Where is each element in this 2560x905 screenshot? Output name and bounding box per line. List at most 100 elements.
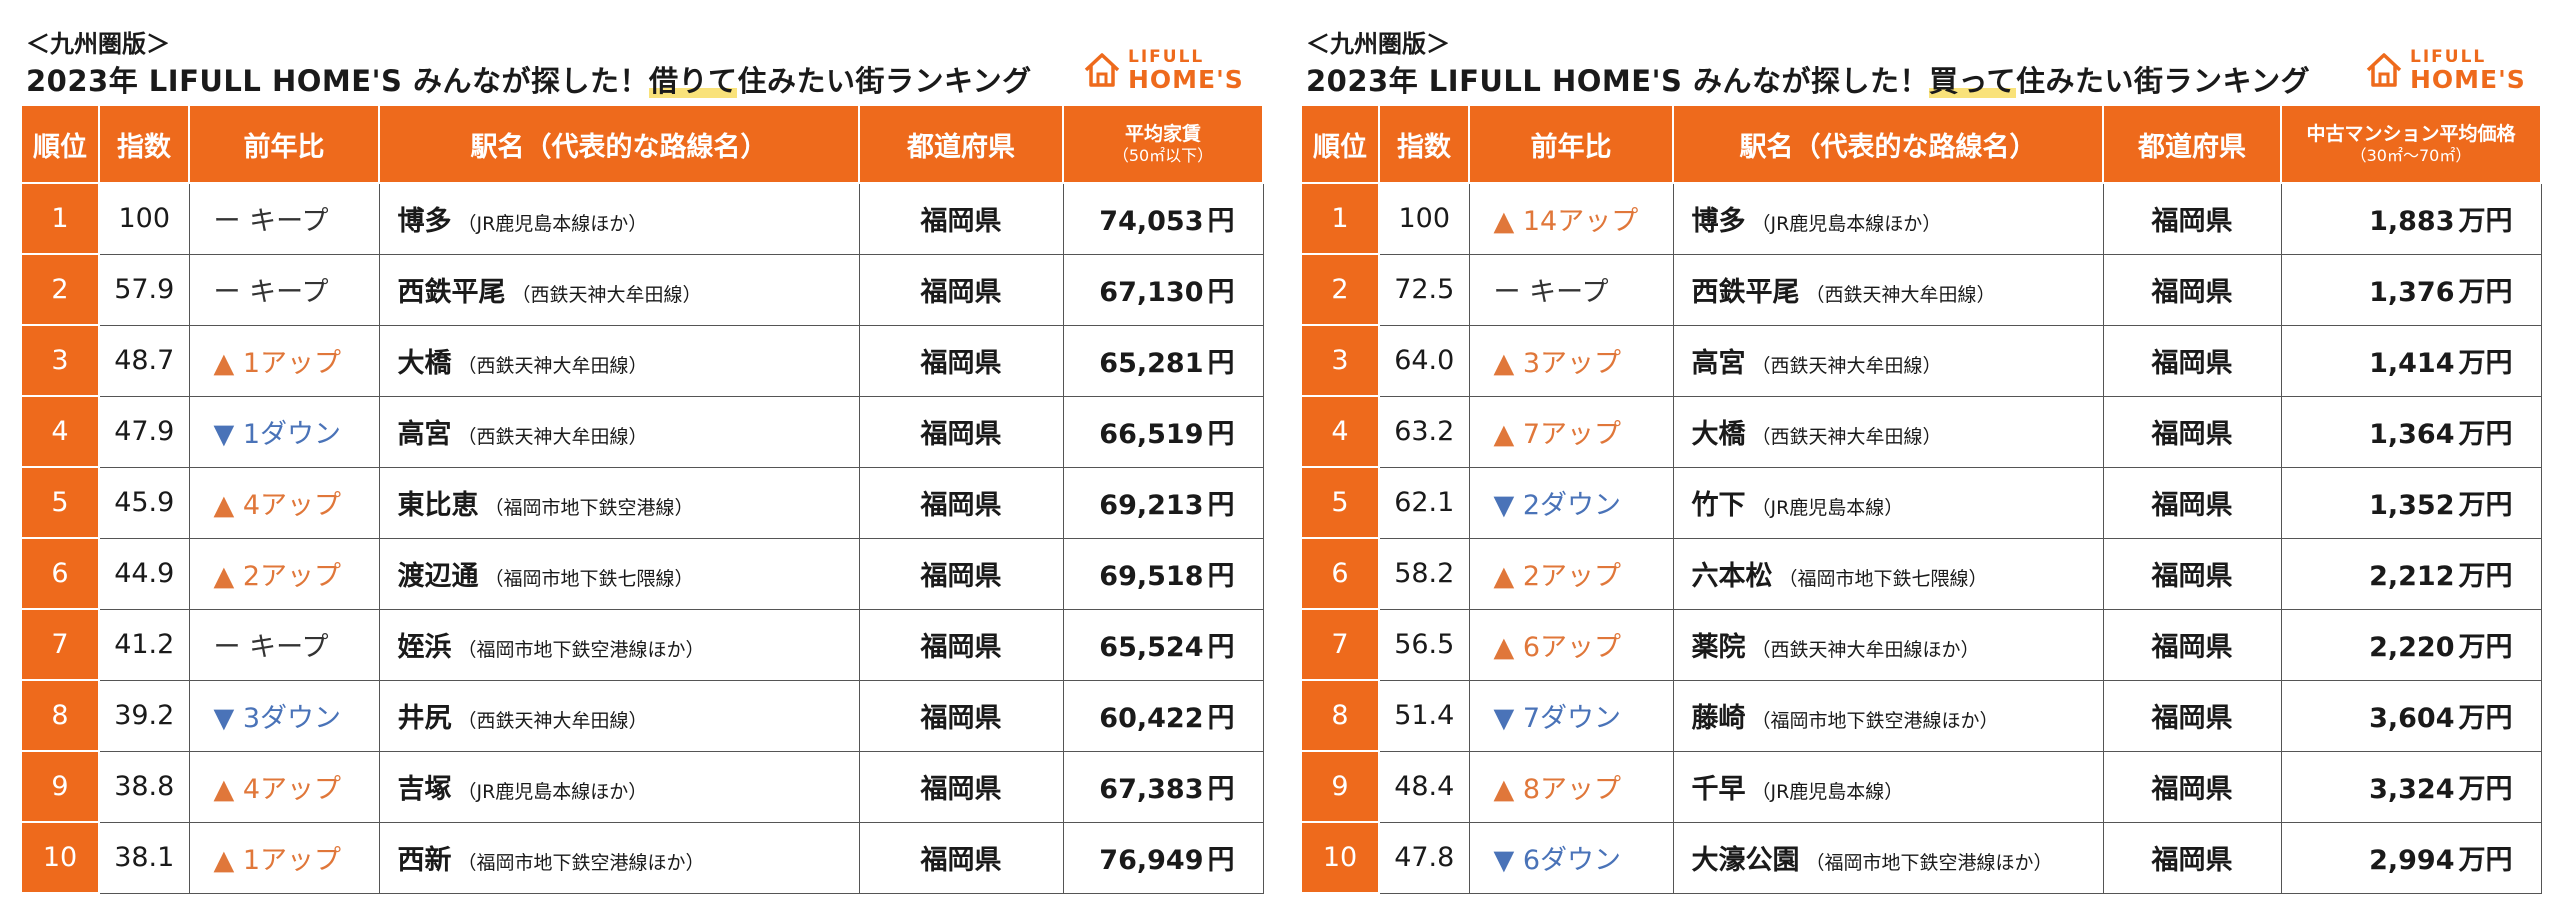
prefecture-cell: 福岡県	[858, 253, 1064, 326]
change-indicator: ー キープ	[213, 206, 329, 238]
station-name: 大濠公園	[1691, 845, 1800, 876]
table-row: 1 100 ▲ 14アップ 博多 （JR鹿児島本線ほか） 福岡県 1,883 万円	[1300, 182, 2542, 255]
price-unit: 万円	[2458, 561, 2513, 592]
prefecture-cell: 福岡県	[2102, 253, 2282, 326]
header-index: 指数	[98, 104, 190, 184]
title-highlight: 買って	[1928, 64, 2017, 98]
prefecture-cell: 福岡県	[858, 537, 1064, 610]
price-unit: 円	[1207, 419, 1235, 450]
station-cell: 高宮 （西鉄天神大牟田線）	[378, 395, 860, 468]
change-indicator: ー キープ	[1493, 277, 1609, 308]
station-cell: 高宮 （西鉄天神大牟田線）	[1672, 324, 2104, 397]
prefecture-cell: 福岡県	[858, 324, 1064, 397]
change-cell: ▲ 1アップ	[188, 324, 380, 397]
change-indicator: ▼ 6ダウン	[1493, 845, 1622, 876]
station-line: （JR鹿児島本線）	[1751, 781, 1904, 803]
price-unit: 万円	[2458, 277, 2513, 308]
prefecture-cell: 福岡県	[2102, 608, 2282, 681]
station-name: 東比恵	[397, 490, 479, 521]
table-header-row: 順位 指数 前年比 駅名（代表的な路線名） 都道府県 中古マンション平均価格 （3…	[1300, 104, 2542, 184]
price-cell: 74,053 円	[1062, 182, 1264, 255]
rank-cell: 10	[20, 821, 100, 894]
index-cell: 47.8	[1378, 821, 1470, 894]
station-cell: 西新 （福岡市地下鉄空港線ほか）	[378, 821, 860, 894]
change-indicator: ▼ 2ダウン	[1493, 490, 1622, 521]
table-row: 5 62.1 ▼ 2ダウン 竹下 （JR鹿児島本線） 福岡県 1,352 万円	[1300, 466, 2542, 539]
table-row: 9 38.8 ▲ 4アップ 吉塚 （JR鹿児島本線ほか） 福岡県 67,383 円	[20, 750, 1264, 823]
table-row: 2 72.5 ー キープ 西鉄平尾 （西鉄天神大牟田線） 福岡県 1,376 万円	[1300, 253, 2542, 326]
station-cell: 博多 （JR鹿児島本線ほか）	[1672, 182, 2104, 255]
title-prefix: 2023年 LIFULL HOME'S みんなが探した！	[26, 64, 649, 98]
station-cell: 姪浜 （福岡市地下鉄空港線ほか）	[378, 608, 860, 681]
price-cell: 65,524 円	[1062, 608, 1264, 681]
price-unit: 万円	[2458, 845, 2513, 876]
rank-cell: 7	[1300, 608, 1380, 681]
index-cell: 64.0	[1378, 324, 1470, 397]
station-line: （西鉄天神大牟田線）	[511, 284, 702, 306]
station-cell: 西鉄平尾 （西鉄天神大牟田線）	[378, 253, 860, 326]
prefecture-cell: 福岡県	[858, 750, 1064, 823]
title-highlight: 借りて	[648, 64, 738, 98]
ranking-title: 2023年 LIFULL HOME'S みんなが探した！借りて住みたい街ランキン…	[26, 58, 1032, 100]
lifull-homes-logo: LIFULL HOME'S	[2364, 48, 2544, 96]
header-rank: 順位	[20, 104, 100, 184]
index-cell: 100	[98, 182, 190, 255]
header-price-note: （30㎡～70㎡）	[2350, 145, 2472, 165]
station-line: （福岡市地下鉄空港線ほか）	[457, 852, 705, 874]
price-cell: 3,604 万円	[2280, 679, 2542, 752]
price-cell: 2,994 万円	[2280, 821, 2542, 894]
price-value: 66,519	[1099, 419, 1204, 450]
price-value: 2,212	[2369, 561, 2455, 592]
index-cell: 45.9	[98, 466, 190, 539]
change-cell: ▲ 1アップ	[188, 821, 380, 894]
index-cell: 48.4	[1378, 750, 1470, 823]
station-cell: 西鉄平尾 （西鉄天神大牟田線）	[1672, 253, 2104, 326]
station-name: 吉塚	[397, 774, 452, 805]
price-cell: 76,949 円	[1062, 821, 1264, 894]
header-price: 平均家賃 （50㎡以下）	[1062, 104, 1264, 184]
station-cell: 東比恵 （福岡市地下鉄空港線）	[378, 466, 860, 539]
table-row: 4 47.9 ▼ 1ダウン 高宮 （西鉄天神大牟田線） 福岡県 66,519 円	[20, 395, 1264, 468]
rank-cell: 6	[1300, 537, 1380, 610]
table-row: 7 56.5 ▲ 6アップ 薬院 （西鉄天神大牟田線ほか） 福岡県 2,220 万円	[1300, 608, 2542, 681]
index-cell: 72.5	[1378, 253, 1470, 326]
price-unit: 円	[1207, 348, 1235, 379]
header-station: 駅名（代表的な路線名）	[1672, 104, 2104, 184]
price-value: 60,422	[1099, 703, 1204, 734]
station-name: 高宮	[397, 419, 452, 450]
header-prefecture: 都道府県	[858, 104, 1064, 184]
change-indicator: ▲ 6アップ	[1493, 632, 1622, 663]
change-cell: ▲ 2アップ	[1468, 537, 1674, 610]
station-name: 博多	[397, 206, 452, 238]
header-station: 駅名（代表的な路線名）	[378, 104, 860, 184]
rank-cell: 8	[20, 679, 100, 752]
station-name: 六本松	[1691, 561, 1773, 592]
station-name: 西鉄平尾	[397, 277, 506, 308]
prefecture-cell: 福岡県	[858, 182, 1064, 255]
price-unit: 万円	[2458, 774, 2513, 805]
rank-cell: 3	[1300, 324, 1380, 397]
station-name: 千早	[1691, 774, 1746, 805]
title-suffix: 住みたい街ランキング	[2016, 64, 2311, 98]
index-cell: 48.7	[98, 324, 190, 397]
station-line: （福岡市地下鉄空港線）	[484, 497, 694, 519]
price-unit: 万円	[2458, 348, 2513, 379]
change-cell: ▲ 4アップ	[188, 750, 380, 823]
station-name: 井尻	[397, 703, 452, 734]
price-value: 1,376	[2369, 277, 2455, 308]
station-cell: 吉塚 （JR鹿児島本線ほか）	[378, 750, 860, 823]
rank-cell: 2	[20, 253, 100, 326]
price-value: 74,053	[1099, 206, 1204, 238]
change-cell: ▼ 2ダウン	[1468, 466, 1674, 539]
price-unit: 円	[1207, 206, 1235, 238]
change-indicator: ▲ 2アップ	[1493, 561, 1622, 592]
price-cell: 69,518 円	[1062, 537, 1264, 610]
price-unit: 万円	[2458, 206, 2513, 238]
rank-cell: 3	[20, 324, 100, 397]
change-indicator: ー キープ	[213, 632, 329, 663]
rank-cell: 1	[20, 182, 100, 255]
price-cell: 1,883 万円	[2280, 182, 2542, 255]
price-value: 65,524	[1099, 632, 1204, 663]
header-index: 指数	[1378, 104, 1470, 184]
change-indicator: ▼ 3ダウン	[213, 703, 342, 734]
